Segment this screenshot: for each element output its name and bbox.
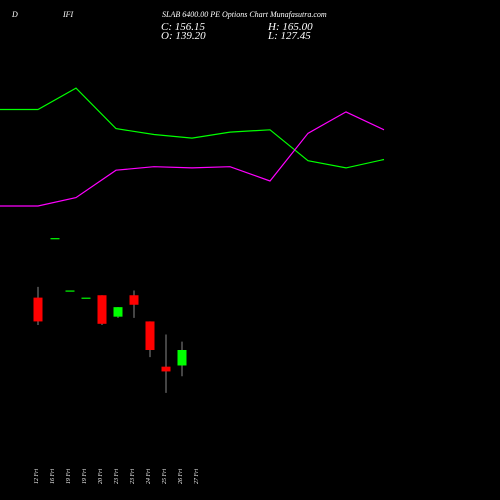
x-tick-label: 27 Fri	[194, 469, 200, 485]
indicator-lines	[0, 87, 385, 207]
candle-body	[145, 321, 155, 350]
candle-body	[161, 366, 171, 372]
high-value: H: 165.00	[268, 21, 313, 33]
candlesticks	[33, 238, 187, 393]
candle-1	[33, 286, 43, 325]
x-axis-labels: 12 Fri 16 Fri 19 Fri 19 Fri 20 Fri 23 Fri 23 F…	[34, 469, 200, 485]
indicator-line-2	[0, 111, 385, 207]
chart-title: SLAB 6400.00 PE Options Chart Munafasutr…	[162, 10, 327, 19]
x-tick-label: 16 Fri	[50, 469, 56, 485]
candle-body	[50, 238, 60, 240]
x-tick-label: 20 Fri	[98, 469, 104, 485]
header-mid: IFI	[63, 10, 74, 19]
candle-body	[113, 307, 123, 317]
candle-8	[145, 321, 155, 358]
open-value: O: 139.20	[161, 30, 206, 42]
candle-4	[81, 297, 91, 299]
low-value: L: 127.45	[268, 30, 311, 42]
x-tick-label: 26 Fri	[178, 469, 184, 485]
x-tick-label: 19 Fri	[66, 469, 72, 485]
candle-9	[161, 334, 171, 393]
x-tick-label: 19 Fri	[82, 469, 88, 485]
close-value: C: 156.15	[161, 21, 205, 33]
candle-6	[113, 307, 123, 318]
candle-5	[97, 295, 107, 325]
x-tick-label: 23 Fri	[130, 469, 136, 485]
candle-body	[65, 290, 75, 292]
candle-body	[177, 350, 187, 366]
candle-body	[129, 295, 139, 305]
candle-body	[97, 295, 107, 324]
candle-7	[129, 290, 139, 318]
candle-10	[177, 341, 187, 377]
x-tick-label: 25 Fri	[162, 469, 168, 485]
candle-3	[65, 290, 75, 292]
x-tick-label: 12 Fri	[34, 469, 40, 485]
candle-2	[50, 238, 60, 240]
candle-body	[33, 297, 43, 322]
indicator-line-1	[0, 87, 385, 169]
candle-body	[81, 297, 91, 299]
x-tick-label: 24 Fri	[145, 469, 152, 485]
x-tick-label: 23 Fri	[114, 469, 120, 485]
header-prefix: D	[12, 10, 18, 19]
